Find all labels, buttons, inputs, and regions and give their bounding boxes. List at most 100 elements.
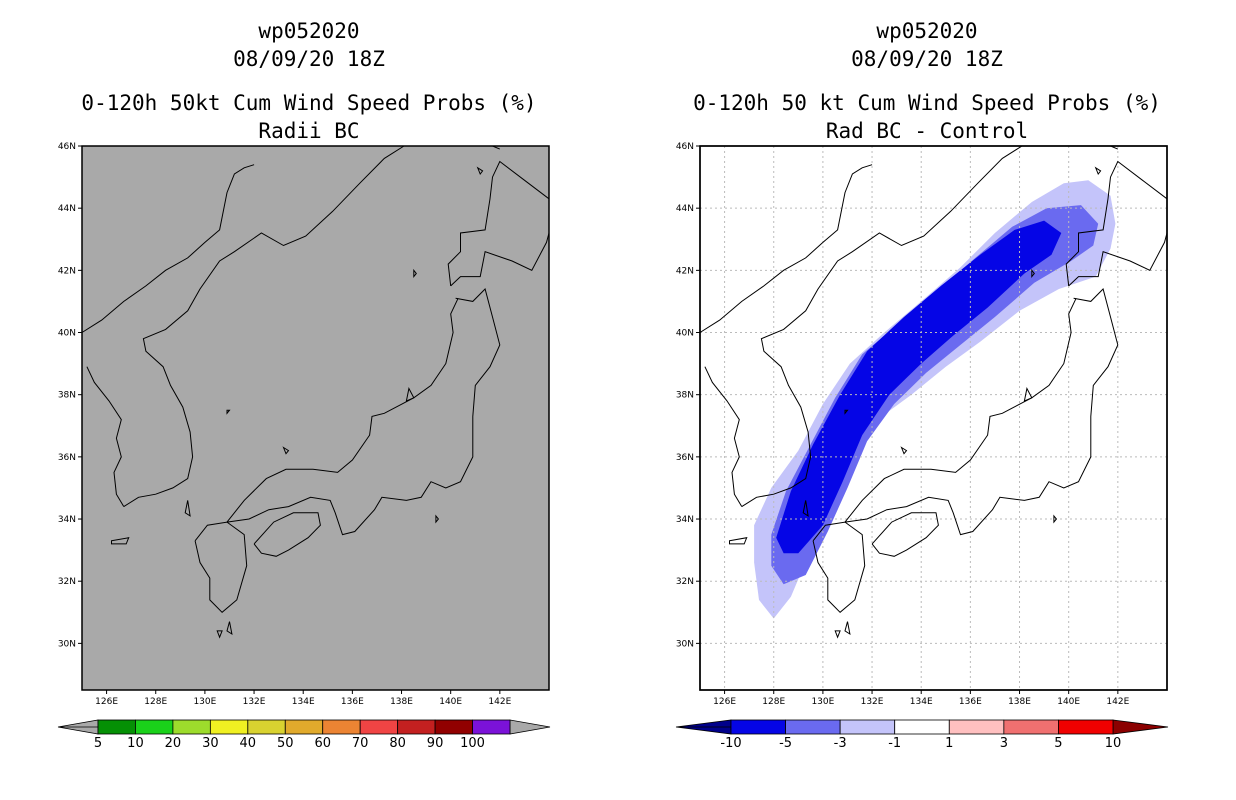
colorbar-swatch — [785, 719, 841, 735]
left-coastline — [226, 298, 459, 523]
left-coastline — [194, 521, 248, 613]
lon-tick-label: 126E — [713, 697, 736, 707]
right-coastline — [871, 512, 939, 557]
colorbar-swatch — [948, 719, 1005, 735]
left-island — [476, 166, 484, 175]
lat-tick-label: 36N — [58, 453, 76, 463]
colorbar-label: 20 — [164, 736, 182, 751]
lat-tick-label: 34N — [58, 515, 76, 525]
right-island — [900, 446, 908, 455]
colorbar-low-arrow — [57, 719, 99, 735]
lat-tick-label: 38N — [58, 391, 76, 401]
colorbar-label: 90 — [426, 736, 444, 751]
lat-tick-label: 44N — [58, 204, 76, 214]
lon-tick-label: 134E — [910, 697, 933, 707]
colorbar-swatch — [730, 719, 786, 735]
lat-tick-label: 42N — [58, 266, 76, 276]
left-island — [226, 621, 233, 636]
colorbar-high-arrow — [1112, 719, 1169, 735]
left-coastline — [86, 366, 125, 507]
colorbar-label: 80 — [389, 736, 406, 751]
lon-tick-label: 128E — [762, 697, 785, 707]
left-coastline — [447, 160, 550, 286]
colorbar-label: 10 — [127, 736, 144, 751]
colorbar-high-arrow — [509, 719, 551, 735]
right-coastlines — [699, 145, 1168, 639]
colorbar-label: -3 — [833, 736, 847, 751]
lon-tick-label: 136E — [341, 697, 364, 707]
lon-tick-label: 142E — [488, 697, 511, 707]
left-map-panel: wp052020 08/09/20 18Z 0-120h 50kt Cum Wi… — [57, 19, 551, 751]
colorbar-label: 5 — [1054, 736, 1063, 751]
left-coastlines — [81, 145, 550, 639]
right-island — [802, 500, 809, 517]
lon-tick-label: 130E — [193, 697, 216, 707]
colorbar-swatch — [1058, 719, 1114, 735]
lon-tick-label: 140E — [439, 697, 462, 707]
difference-map: 46N 44N 42N 40N 38N 36N 34N 32N 30N 126E 128E 130E 1… — [676, 142, 1169, 735]
right-coastline — [741, 145, 1023, 508]
lat-tick-label: 30N — [58, 639, 76, 649]
right-coastline — [844, 288, 1119, 536]
colorbar-label: 100 — [460, 736, 485, 751]
left-coastline — [226, 288, 501, 536]
right-island — [844, 409, 849, 415]
datetime: 08/09/20 18Z — [851, 47, 1003, 71]
left-island — [111, 537, 130, 545]
storm-id: wp052020 — [258, 19, 360, 43]
plot-subtitle: Radii BC — [258, 119, 360, 143]
lat-tick-label: 40N — [58, 329, 76, 339]
left-coastline — [81, 164, 255, 333]
colorbar-swatch — [247, 719, 286, 735]
colorbar-label: 60 — [314, 736, 331, 751]
lat-tick-label: 32N — [58, 577, 76, 587]
right-island — [1031, 268, 1035, 279]
right-coastline — [1068, 232, 1168, 287]
lat-tick-label: 32N — [676, 577, 694, 587]
colorbar-label: -10 — [720, 736, 742, 751]
lon-tick-label: 126E — [95, 697, 118, 707]
colorbar-swatch — [472, 719, 511, 735]
lon-tick-label: 136E — [959, 697, 982, 707]
left-plot-frame — [81, 145, 550, 691]
lat-tick-label: 38N — [676, 391, 694, 401]
left-island — [216, 630, 223, 639]
colorbar-swatch — [434, 719, 473, 735]
colorbar-swatch — [1003, 719, 1059, 735]
lon-tick-label: 138E — [1008, 697, 1031, 707]
right-coastline — [844, 298, 1077, 523]
colorbar-label: 50 — [276, 736, 294, 751]
difference-shading — [754, 180, 1116, 619]
left-island — [413, 268, 417, 279]
colorbar-label: 10 — [1104, 736, 1122, 751]
lat-tick-label: 36N — [676, 453, 694, 463]
colorbar-label: 3 — [999, 736, 1008, 751]
lon-tick-label: 132E — [861, 697, 884, 707]
colorbar-swatch — [284, 719, 324, 735]
left-coastline — [450, 232, 550, 287]
lat-tick-label: 34N — [676, 515, 694, 525]
colorbar-label: 5 — [93, 736, 103, 751]
right-coastline — [704, 366, 743, 507]
right-island — [1023, 387, 1033, 402]
colorbar-swatch — [209, 719, 249, 735]
colorbar-swatch — [97, 719, 136, 735]
probability-map: 46N 44N 42N 40N 38N 36N 34N 32N 30N 126E 128E 130E 1… — [57, 142, 551, 735]
plot-title: 0-120h 50kt Cum Wind Speed Probs (%) — [81, 91, 537, 115]
datetime: 08/09/20 18Z — [233, 47, 385, 71]
right-island — [844, 621, 851, 636]
lon-tick-label: 142E — [1106, 697, 1129, 707]
lon-tick-label: 130E — [811, 697, 834, 707]
right-coastline — [699, 164, 873, 333]
colorbar-label: -1 — [888, 736, 902, 751]
colorbar-label: 1 — [945, 736, 954, 751]
colorbar-swatch — [135, 719, 174, 735]
lat-tick-label: 44N — [676, 204, 694, 214]
right-island — [729, 537, 748, 545]
colorbar-label: 30 — [202, 736, 219, 751]
storm-id: wp052020 — [876, 19, 978, 43]
right-map-panel: wp052020 08/09/20 18Z 0-120h 50 kt Cum W… — [618, 0, 1236, 800]
colorbar-swatch — [359, 719, 399, 735]
lat-tick-label: 46N — [676, 142, 694, 152]
lat-tick-label: 40N — [676, 329, 694, 339]
